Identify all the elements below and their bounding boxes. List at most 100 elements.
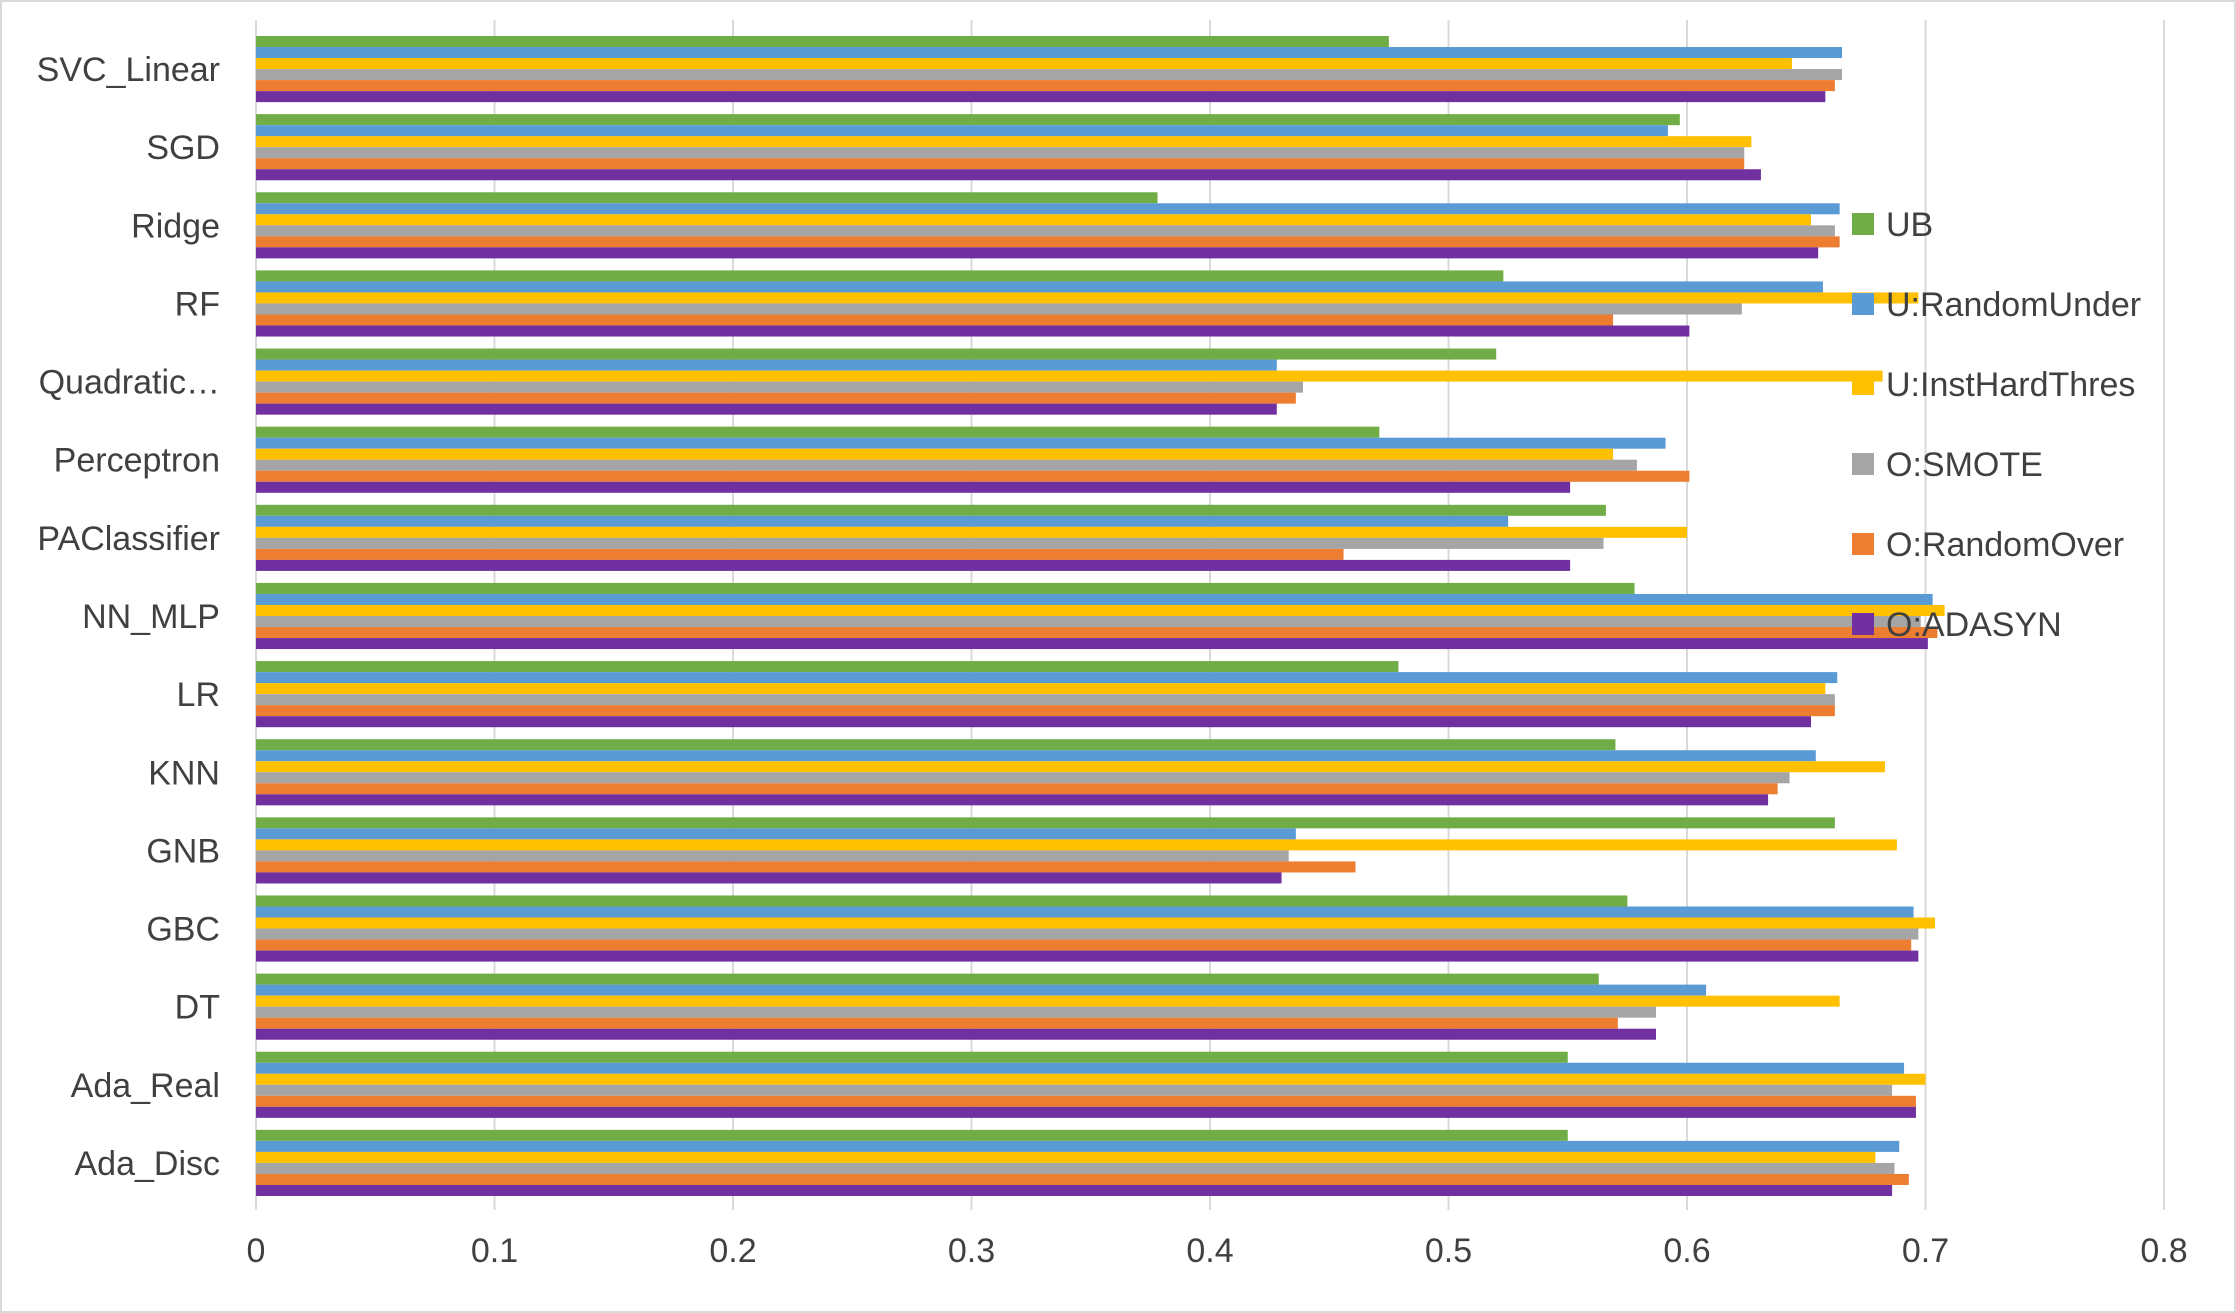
bar-lr-ub xyxy=(256,661,1399,673)
bar-dt-u-insthardthres xyxy=(256,995,1840,1007)
legend-swatch xyxy=(1852,613,1874,635)
legend-label: O:RandomOver xyxy=(1886,526,2124,564)
bar-perceptron-ub xyxy=(256,426,1380,438)
bar-paclassifier-ub xyxy=(256,504,1606,516)
category-label: PAClassifier xyxy=(37,520,220,558)
x-tick-label: 0.8 xyxy=(2140,1232,2187,1270)
bar-nn-mlp-o-randomover xyxy=(256,627,1938,639)
category-label: Quadratic… xyxy=(39,364,220,402)
legend-swatch xyxy=(1852,373,1874,395)
legend-swatch xyxy=(1852,293,1874,315)
category-label: LR xyxy=(177,676,220,714)
legend: UB U:RandomUnder U:InstHardThres O:SMOTE O:R… xyxy=(1852,206,2141,644)
bar-ridge-o-randomover xyxy=(256,236,1840,248)
bar-ridge-o-adasyn xyxy=(256,247,1819,259)
bar-dt-o-adasyn xyxy=(256,1028,1656,1040)
x-tick-label: 0.1 xyxy=(471,1232,518,1270)
bar-rf-u-insthardthres xyxy=(256,292,1919,304)
bar-ada-disc-u-randomunder xyxy=(256,1140,1900,1152)
bar-ada-disc-o-randomover xyxy=(256,1173,1909,1185)
bar-quadratic--ub xyxy=(256,348,1497,360)
bar-svc-linear-o-randomover xyxy=(256,80,1835,92)
bar-quadratic--o-randomover xyxy=(256,392,1296,404)
category-label: SGD xyxy=(146,129,220,167)
x-axis-ticks: 0 0.1 0.2 0.3 0.4 0.5 0.6 0.7 0.8 xyxy=(247,1232,2188,1270)
bar-paclassifier-o-adasyn xyxy=(256,559,1571,571)
bar-nn-mlp-o-adasyn xyxy=(256,638,1928,650)
bar-svc-linear-u-randomunder xyxy=(256,47,1843,59)
bar-nn-mlp-ub xyxy=(256,582,1635,594)
bar-svc-linear-ub xyxy=(256,36,1389,48)
category-label: SVC_Linear xyxy=(37,51,220,89)
bar-gnb-o-adasyn xyxy=(256,872,1282,884)
bar-gbc-o-adasyn xyxy=(256,950,1919,962)
bar-ada-real-o-randomover xyxy=(256,1095,1916,1107)
bar-perceptron-u-insthardthres xyxy=(256,448,1614,460)
bar-svc-linear-o-smote xyxy=(256,69,1843,81)
bar-nn-mlp-o-smote xyxy=(256,616,1921,628)
legend-swatch xyxy=(1852,213,1874,235)
category-label: GBC xyxy=(146,911,220,949)
bar-ridge-u-randomunder xyxy=(256,203,1840,215)
bar-lr-u-randomunder xyxy=(256,672,1838,684)
bar-ridge-o-smote xyxy=(256,225,1835,237)
category-label: GNB xyxy=(146,832,220,870)
bar-perceptron-o-adasyn xyxy=(256,481,1571,493)
bar-dt-o-randomover xyxy=(256,1017,1618,1029)
bar-knn-o-adasyn xyxy=(256,794,1769,806)
x-tick-label: 0.5 xyxy=(1425,1232,1472,1270)
bar-paclassifier-o-smote xyxy=(256,537,1604,549)
bar-dt-ub xyxy=(256,973,1599,985)
category-label: Ada_Real xyxy=(71,1067,220,1105)
bar-gbc-u-insthardthres xyxy=(256,917,1936,929)
bar-ada-disc-u-insthardthres xyxy=(256,1151,1876,1163)
bar-dt-o-smote xyxy=(256,1006,1656,1018)
bar-knn-u-randomunder xyxy=(256,750,1816,762)
bar-gnb-u-randomunder xyxy=(256,828,1296,840)
bar-dt-u-randomunder xyxy=(256,984,1707,996)
bar-lr-u-insthardthres xyxy=(256,683,1826,695)
bar-ada-real-u-insthardthres xyxy=(256,1073,1926,1085)
bar-gnb-u-insthardthres xyxy=(256,839,1897,851)
x-tick-label: 0.7 xyxy=(1902,1232,1949,1270)
bar-paclassifier-u-randomunder xyxy=(256,515,1509,527)
bar-quadratic--u-insthardthres xyxy=(256,370,1883,382)
bar-ada-real-o-adasyn xyxy=(256,1106,1916,1118)
category-label: Ada_Disc xyxy=(74,1145,220,1183)
bar-sgd-o-adasyn xyxy=(256,169,1761,181)
x-tick-label: 0.4 xyxy=(1186,1232,1233,1270)
bar-ada-real-o-smote xyxy=(256,1084,1893,1096)
bar-rf-o-adasyn xyxy=(256,325,1690,337)
bar-ada-disc-o-smote xyxy=(256,1162,1895,1174)
x-tick-label: 0 xyxy=(247,1232,266,1270)
bar-perceptron-u-randomunder xyxy=(256,437,1666,449)
bar-sgd-o-smote xyxy=(256,147,1745,159)
bar-knn-u-insthardthres xyxy=(256,761,1885,773)
category-label: RF xyxy=(175,285,220,323)
bar-svc-linear-o-adasyn xyxy=(256,91,1826,103)
legend-label: U:RandomUnder xyxy=(1886,286,2141,324)
bar-perceptron-o-smote xyxy=(256,459,1637,471)
bar-lr-o-randomover xyxy=(256,705,1835,717)
legend-label: O:SMOTE xyxy=(1886,446,2043,484)
bar-ada-disc-o-adasyn xyxy=(256,1184,1893,1196)
x-tick-label: 0.3 xyxy=(948,1232,995,1270)
bar-rf-o-randomover xyxy=(256,314,1614,326)
bar-gnb-ub xyxy=(256,817,1835,829)
bar-rf-u-randomunder xyxy=(256,281,1823,293)
bar-gbc-o-randomover xyxy=(256,939,1912,951)
bar-gbc-u-randomunder xyxy=(256,906,1914,918)
bar-ridge-u-insthardthres xyxy=(256,214,1812,226)
bar-quadratic--o-smote xyxy=(256,381,1304,393)
legend-swatch xyxy=(1852,453,1874,475)
bar-ada-real-u-randomunder xyxy=(256,1062,1905,1074)
bar-quadratic--o-adasyn xyxy=(256,403,1277,415)
bar-gnb-o-randomover xyxy=(256,861,1356,873)
bar-rf-ub xyxy=(256,270,1504,282)
bar-paclassifier-o-randomover xyxy=(256,548,1344,560)
bar-sgd-o-randomover xyxy=(256,158,1745,170)
bar-sgd-ub xyxy=(256,114,1680,126)
category-label: Perceptron xyxy=(54,442,220,480)
bar-knn-ub xyxy=(256,739,1616,751)
